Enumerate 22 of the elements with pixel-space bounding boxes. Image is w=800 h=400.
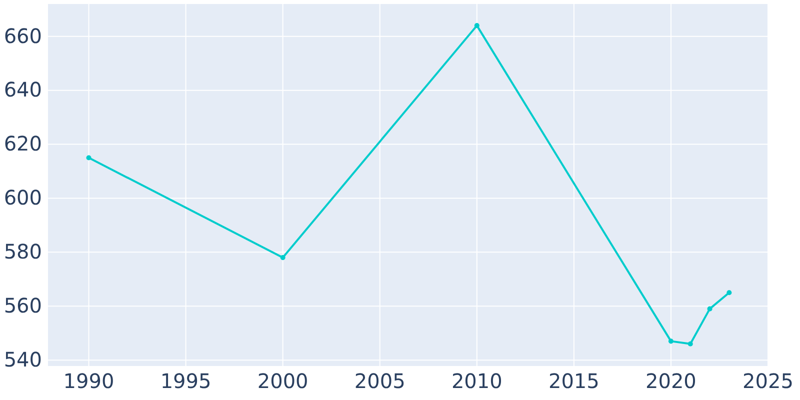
point [726,290,732,296]
x-tick-label: 1995 [160,369,212,394]
y-tick-label: 540 [4,347,42,372]
point [86,155,92,160]
y-tick-label: 620 [4,132,42,156]
x-tick-label: 2005 [354,369,406,394]
y-tick-label: 560 [4,294,42,318]
y-tick-label: 580 [4,240,42,264]
y-tick-label: 640 [4,78,42,102]
point [474,23,480,28]
point [280,255,286,260]
y-tick-label: 600 [4,186,42,210]
point [707,306,712,312]
x-tick-label: 2025 [742,369,794,394]
x-tick-label: 1990 [63,369,114,394]
x-tick-label: 2015 [548,369,600,394]
point [688,341,693,346]
y-tick-label: 660 [4,24,42,48]
x-tick-label: 2000 [257,369,308,394]
point [668,338,674,344]
x-tick-label: 2020 [646,369,696,394]
x-tick-label: 2010 [451,369,502,394]
